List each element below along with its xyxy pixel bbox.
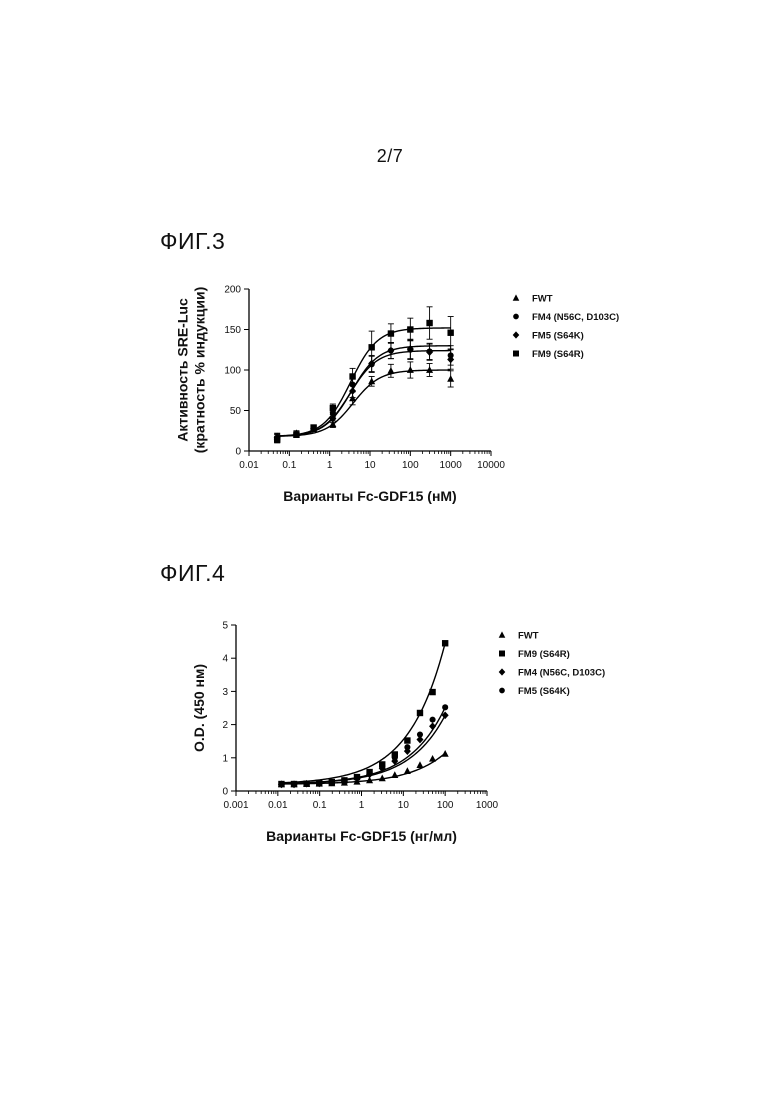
data-point [293, 432, 299, 438]
x-tick-label: 0.1 [313, 800, 327, 811]
x-tick-label: 1000 [440, 460, 463, 471]
legend-marker [513, 351, 519, 357]
y-tick-label: 5 [222, 621, 228, 632]
data-point [404, 767, 411, 774]
legend-label: FM5 (S64K) [518, 686, 570, 697]
data-point [329, 779, 335, 785]
data-point [442, 704, 448, 710]
y-tick-label: 200 [224, 285, 241, 296]
data-point [274, 436, 280, 442]
data-point [387, 367, 394, 374]
data-point [388, 330, 394, 336]
data-point [404, 737, 410, 743]
y-tick-label: 3 [222, 687, 228, 698]
data-point [291, 781, 297, 787]
y-tick-label: 0 [235, 447, 241, 458]
legend-label: FM4 (N56C, D103C) [532, 312, 619, 323]
x-tick-label: 10000 [477, 460, 505, 471]
x-tick-label: 100 [402, 460, 419, 471]
data-point [417, 710, 423, 716]
y-axis-label: (кратность % индукции) [192, 287, 208, 454]
data-point [304, 781, 310, 787]
fit-curve [277, 370, 450, 436]
x-tick-label: 100 [437, 800, 454, 811]
fit-curve [281, 753, 445, 784]
fit-curve [277, 328, 450, 436]
data-point [429, 722, 436, 730]
x-tick-label: 0.001 [223, 800, 248, 811]
x-tick-label: 0.01 [239, 460, 259, 471]
x-axis-label: Варианты Fc-GDF15 (нг/мл) [266, 828, 457, 844]
legend-marker [499, 668, 506, 675]
fit-curve [277, 351, 450, 436]
data-point [429, 689, 435, 695]
figure-4-title: ФИГ.4 [160, 560, 225, 587]
data-point [341, 777, 347, 783]
fit-curve [281, 707, 445, 783]
data-point [310, 424, 316, 430]
data-point [391, 771, 398, 778]
y-tick-label: 0 [222, 787, 228, 798]
legend-label: FM9 (S64R) [518, 649, 570, 660]
figure-3-title: ФИГ.3 [160, 228, 225, 255]
x-tick-label: 0.1 [282, 460, 296, 471]
y-tick-label: 150 [224, 325, 241, 336]
data-point [442, 750, 449, 757]
data-point [278, 781, 284, 787]
data-point [349, 373, 355, 379]
legend-marker [499, 631, 506, 637]
data-point [367, 770, 373, 776]
legend-marker [513, 294, 520, 300]
x-tick-label: 10 [364, 460, 376, 471]
data-point [407, 366, 414, 373]
x-tick-label: 10 [398, 800, 410, 811]
data-point [407, 326, 413, 332]
legend-label: FM5 (S64K) [532, 331, 584, 342]
legend-marker [499, 688, 505, 694]
data-point [417, 732, 423, 738]
data-point [447, 375, 454, 382]
data-point [447, 330, 453, 336]
data-point [354, 775, 360, 781]
legend-label: FM9 (S64R) [532, 349, 584, 360]
y-tick-label: 50 [230, 406, 242, 417]
data-point [368, 344, 374, 350]
legend-label: FWT [532, 294, 553, 305]
x-tick-label: 1 [327, 460, 333, 471]
figure-3-chart: 0.01 0.1 1 10 100 1000 10000 0 50 100 150 200 Вариан… [0, 270, 780, 560]
legend-label: FM4 (N56C, D103C) [518, 668, 605, 679]
y-tick-label: 2 [222, 720, 228, 731]
x-axis-label: Варианты Fc-GDF15 (нМ) [283, 488, 456, 504]
y-axis-label: O.D. (450 нм) [191, 664, 207, 752]
page-number: 2/7 [0, 146, 780, 167]
x-tick-label: 0.01 [268, 800, 288, 811]
figure-4-chart: 0.001 0.01 0.1 1 10 100 1000 0 1 2 3 4 5 Варианты Fc-… [0, 605, 780, 905]
data-point [416, 761, 423, 768]
data-point [426, 348, 433, 356]
data-point [429, 755, 436, 762]
y-tick-label: 4 [222, 654, 228, 665]
data-point [426, 320, 432, 326]
y-tick-label: 100 [224, 366, 241, 377]
data-point [442, 640, 448, 646]
x-tick-label: 1000 [476, 800, 499, 811]
data-point [430, 717, 436, 723]
data-point [404, 744, 410, 750]
legend-marker [513, 314, 519, 320]
fit-curve [281, 715, 445, 783]
y-axis-label: Активность SRE-Luc [175, 298, 191, 442]
data-point [392, 755, 398, 761]
x-tick-label: 1 [359, 800, 365, 811]
data-point [330, 405, 336, 411]
data-point [379, 763, 385, 769]
data-point [316, 780, 322, 786]
y-tick-label: 1 [222, 753, 228, 764]
legend-marker [499, 651, 505, 657]
legend-label: FWT [518, 631, 539, 642]
legend-marker [513, 331, 520, 338]
